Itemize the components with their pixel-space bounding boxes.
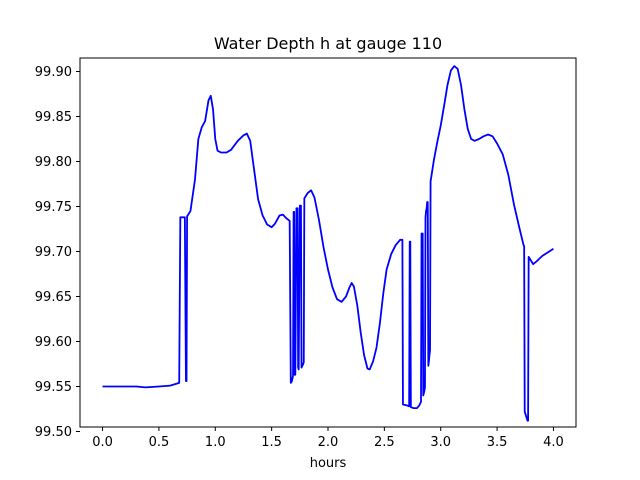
x-axis-label: hours bbox=[310, 456, 347, 471]
y-tick-label: 99.75 bbox=[35, 200, 72, 215]
x-tick-label: 3.0 bbox=[430, 435, 451, 450]
x-tick-label: 1.0 bbox=[205, 435, 226, 450]
y-tick-label: 99.85 bbox=[35, 110, 72, 125]
y-tick-label: 99.55 bbox=[35, 380, 72, 395]
y-tick-label: 99.60 bbox=[35, 335, 72, 350]
plot-area: 0.0 0.5 1.0 1.5 2.0 2.5 3.0 3.5 4.0 99.50 99.55 99.… bbox=[35, 57, 577, 450]
y-tick-label: 99.65 bbox=[35, 290, 72, 305]
y-tick-label: 99.80 bbox=[35, 155, 72, 170]
series-line-0 bbox=[102, 65, 554, 422]
y-tick-label: 99.50 bbox=[35, 425, 72, 440]
chart-title: Water Depth h at gauge 110 bbox=[214, 34, 442, 53]
x-tick-label: 2.0 bbox=[318, 435, 339, 450]
x-tick-label: 1.5 bbox=[261, 435, 282, 450]
x-tick-label: 0.0 bbox=[92, 435, 113, 450]
x-tick-label: 0.5 bbox=[149, 435, 170, 450]
x-tick-label: 4.0 bbox=[543, 435, 564, 450]
x-tick-label: 3.5 bbox=[487, 435, 508, 450]
y-tick-label: 99.90 bbox=[35, 65, 72, 80]
y-tick-label: 99.70 bbox=[35, 245, 72, 260]
x-tick-label: 2.5 bbox=[374, 435, 395, 450]
